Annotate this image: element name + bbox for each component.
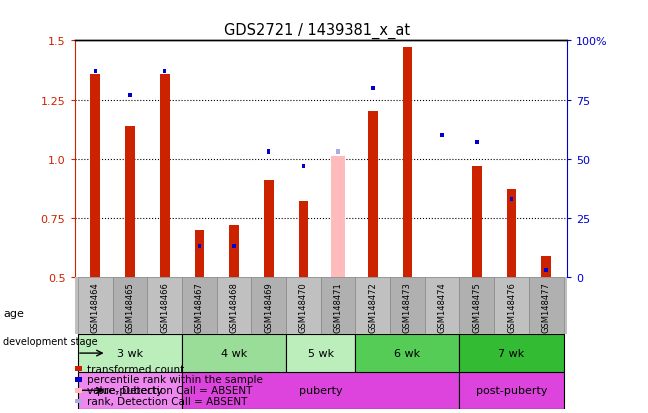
Bar: [194, 230, 204, 278]
Bar: [78, 372, 182, 409]
Bar: [336, 150, 340, 154]
Text: transformed count: transformed count: [87, 364, 185, 374]
Bar: [233, 244, 236, 249]
Text: GSM148473: GSM148473: [403, 282, 412, 333]
Bar: [163, 70, 167, 74]
Bar: [147, 278, 182, 335]
Bar: [160, 74, 170, 278]
Bar: [529, 278, 564, 335]
Bar: [356, 278, 390, 335]
Bar: [371, 86, 375, 90]
Bar: [251, 278, 286, 335]
Bar: [507, 190, 516, 278]
Bar: [125, 126, 135, 278]
Text: GSM148464: GSM148464: [91, 282, 100, 332]
Bar: [91, 74, 100, 278]
Bar: [544, 268, 548, 273]
Text: percentile rank within the sample: percentile rank within the sample: [87, 375, 263, 385]
Bar: [472, 166, 481, 278]
Bar: [459, 335, 564, 372]
Bar: [331, 157, 345, 278]
Bar: [368, 112, 378, 278]
Text: GDS2721 / 1439381_x_at: GDS2721 / 1439381_x_at: [224, 23, 411, 39]
Text: GSM148470: GSM148470: [299, 282, 308, 332]
Text: GSM148476: GSM148476: [507, 282, 516, 333]
Bar: [402, 48, 412, 278]
Bar: [93, 70, 97, 74]
Text: GSM148472: GSM148472: [368, 282, 377, 332]
Bar: [182, 335, 286, 372]
Bar: [441, 133, 444, 138]
Bar: [390, 278, 425, 335]
Bar: [198, 244, 201, 249]
Text: 5 wk: 5 wk: [308, 348, 334, 358]
Bar: [78, 335, 182, 372]
Bar: [113, 278, 147, 335]
Text: development stage: development stage: [3, 336, 98, 346]
Text: value, Detection Call = ABSENT: value, Detection Call = ABSENT: [87, 385, 253, 395]
Bar: [494, 278, 529, 335]
Bar: [356, 335, 459, 372]
Bar: [286, 335, 356, 372]
Bar: [286, 278, 321, 335]
Bar: [510, 197, 513, 202]
Text: GSM148469: GSM148469: [264, 282, 273, 332]
Text: 3 wk: 3 wk: [117, 348, 143, 358]
Bar: [182, 278, 216, 335]
Bar: [216, 278, 251, 335]
Bar: [78, 278, 113, 335]
Bar: [321, 278, 356, 335]
Bar: [229, 225, 239, 278]
Bar: [267, 150, 270, 154]
Text: GSM148466: GSM148466: [160, 282, 169, 333]
Text: GSM148467: GSM148467: [195, 282, 204, 333]
Text: 7 wk: 7 wk: [498, 348, 525, 358]
Bar: [459, 278, 494, 335]
Bar: [128, 93, 132, 98]
Text: puberty: puberty: [299, 385, 343, 395]
Bar: [264, 180, 273, 278]
Text: GSM148477: GSM148477: [542, 282, 551, 333]
Bar: [425, 278, 459, 335]
Text: GSM148471: GSM148471: [334, 282, 343, 332]
Text: GSM148475: GSM148475: [472, 282, 481, 332]
Text: 4 wk: 4 wk: [221, 348, 247, 358]
Text: rank, Detection Call = ABSENT: rank, Detection Call = ABSENT: [87, 396, 248, 406]
Bar: [541, 256, 551, 278]
Bar: [459, 372, 564, 409]
Text: pre-puberty: pre-puberty: [97, 385, 163, 395]
Text: GSM148474: GSM148474: [437, 282, 446, 332]
Bar: [475, 141, 479, 145]
Text: 6 wk: 6 wk: [395, 348, 421, 358]
Text: GSM148468: GSM148468: [229, 282, 238, 333]
Bar: [302, 164, 305, 169]
Text: age: age: [3, 308, 24, 318]
Text: post-puberty: post-puberty: [476, 385, 548, 395]
Bar: [299, 202, 308, 278]
Text: GSM148465: GSM148465: [126, 282, 135, 332]
Bar: [182, 372, 459, 409]
